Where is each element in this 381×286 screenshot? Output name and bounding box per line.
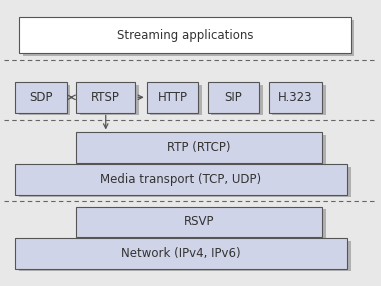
Text: RTP (RTCP): RTP (RTCP): [167, 141, 231, 154]
Bar: [272, 85, 326, 115]
Text: RTSP: RTSP: [91, 91, 120, 104]
Bar: [80, 135, 326, 166]
Bar: [19, 17, 351, 53]
Text: Streaming applications: Streaming applications: [117, 29, 253, 41]
Text: Network (IPv4, IPv6): Network (IPv4, IPv6): [121, 247, 241, 260]
Bar: [80, 85, 139, 115]
Bar: [19, 85, 70, 115]
Bar: [208, 82, 259, 113]
Bar: [23, 20, 354, 55]
Bar: [211, 85, 263, 115]
Bar: [19, 167, 351, 197]
Bar: [150, 85, 202, 115]
Bar: [15, 238, 347, 269]
Bar: [76, 82, 135, 113]
Bar: [15, 164, 347, 195]
Bar: [147, 82, 198, 113]
Text: H.323: H.323: [278, 91, 312, 104]
Bar: [19, 241, 351, 271]
Text: SIP: SIP: [224, 91, 242, 104]
Text: Media transport (TCP, UDP): Media transport (TCP, UDP): [101, 173, 261, 186]
Bar: [76, 132, 322, 163]
Bar: [269, 82, 322, 113]
Bar: [76, 206, 322, 237]
Bar: [15, 82, 67, 113]
Bar: [80, 209, 326, 240]
Text: HTTP: HTTP: [157, 91, 187, 104]
Text: RSVP: RSVP: [184, 215, 215, 228]
Text: SDP: SDP: [29, 91, 53, 104]
